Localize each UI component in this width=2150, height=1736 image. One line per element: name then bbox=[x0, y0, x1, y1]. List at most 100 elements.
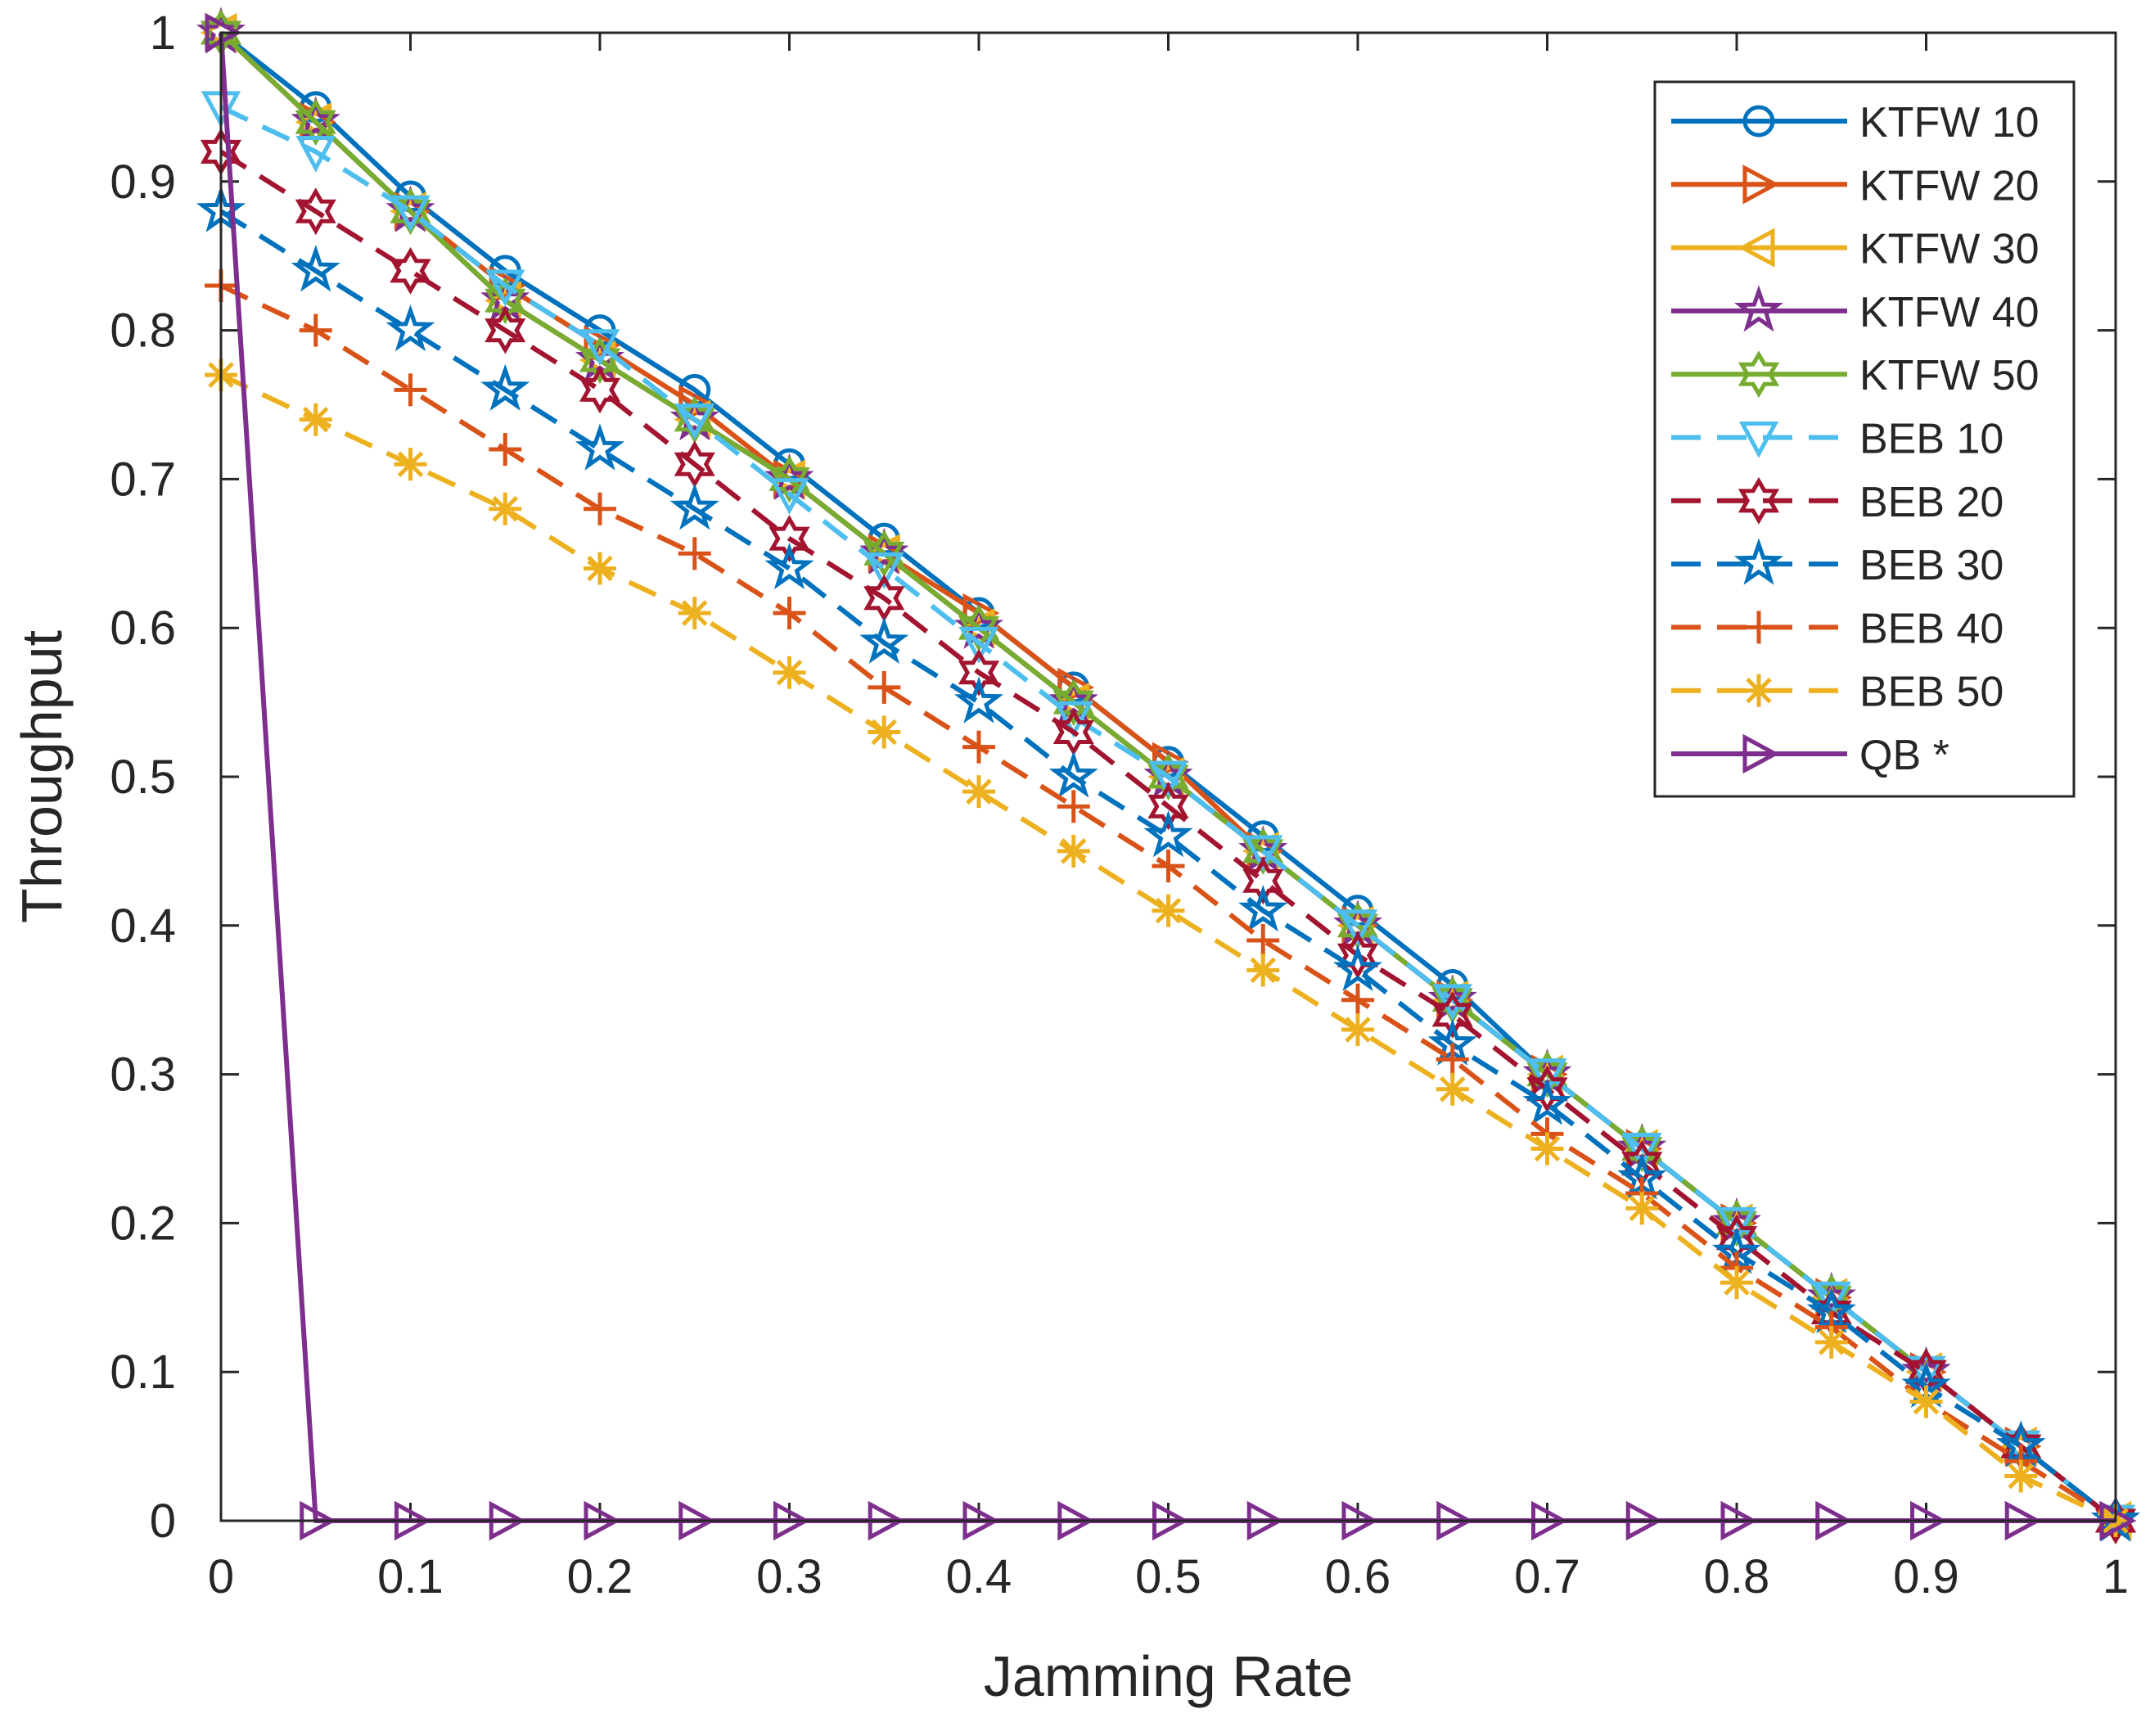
data-point-marker bbox=[1733, 285, 1784, 332]
data-point-marker bbox=[1522, 1078, 1572, 1125]
ticks-layer: 0 0.1 0.2 0.3 0.4 0.5 0.6 0.7 0.8 0.9 1 0 0.1 0.2 0.3 0… bbox=[110, 7, 2129, 1603]
data-point-marker bbox=[295, 135, 336, 173]
data-point-marker bbox=[1152, 850, 1185, 883]
y-tick-label: 0.2 bbox=[110, 1197, 176, 1250]
data-point-marker bbox=[1431, 990, 1473, 1039]
data-point-marker bbox=[1057, 790, 1090, 823]
data-point-marker bbox=[863, 530, 905, 578]
y-tick-label: 0.6 bbox=[110, 602, 176, 655]
data-point-marker bbox=[958, 648, 1000, 697]
data-point-marker bbox=[1336, 931, 1379, 980]
legend-entry: BEB 50 bbox=[1671, 669, 2004, 716]
data-point-marker bbox=[291, 245, 340, 292]
data-point-marker bbox=[1242, 857, 1284, 905]
data-point-marker bbox=[489, 433, 522, 467]
data-point-marker bbox=[1906, 1355, 1946, 1393]
data-point-marker bbox=[674, 404, 714, 440]
data-point-marker bbox=[1147, 782, 1189, 831]
data-point-marker bbox=[579, 336, 621, 384]
data-point-marker bbox=[1742, 674, 1775, 707]
data-point-marker bbox=[678, 597, 711, 630]
data-point-marker bbox=[295, 187, 336, 236]
data-point-marker bbox=[1738, 350, 1780, 399]
data-point-marker bbox=[769, 515, 810, 563]
x-axis-label: Jamming Rate bbox=[984, 1644, 1353, 1708]
data-point-marker bbox=[1332, 944, 1383, 992]
legend-entry: KTFW 20 bbox=[1671, 162, 2040, 210]
y-tick-label: 0.3 bbox=[110, 1048, 176, 1102]
data-point-marker bbox=[1341, 983, 1374, 1017]
legend-entry: KTFW 10 bbox=[1671, 99, 2040, 147]
x-tick-label: 0.2 bbox=[567, 1550, 633, 1603]
data-point-marker bbox=[1246, 923, 1280, 957]
data-point-marker bbox=[1742, 733, 1780, 774]
series-line bbox=[219, 372, 2117, 1523]
data-point-marker bbox=[1053, 701, 1093, 738]
data-point-marker bbox=[1143, 810, 1193, 858]
data-point-marker bbox=[962, 730, 995, 764]
legend: KTFW 10 KTFW 20 KTFW 30 KTFW 40 KTFW 50 BEB 1… bbox=[1653, 80, 2076, 798]
data-point-marker bbox=[489, 492, 522, 525]
legend-label: BEB 10 bbox=[1859, 416, 2004, 463]
legend-label: QB * bbox=[1859, 732, 1949, 779]
data-point-marker bbox=[385, 304, 435, 352]
data-point-marker bbox=[299, 313, 332, 347]
data-point-marker bbox=[1716, 1206, 1757, 1244]
data-point-marker bbox=[1057, 834, 1090, 868]
data-point-marker bbox=[299, 403, 332, 436]
data-point-marker bbox=[1909, 1385, 1943, 1418]
data-point-marker bbox=[1625, 1192, 1659, 1225]
legend-entry: KTFW 40 bbox=[1671, 285, 2040, 336]
data-point-marker bbox=[962, 775, 995, 809]
legend-entry: KTFW 30 bbox=[1671, 226, 2040, 273]
x-tick-label: 0 bbox=[208, 1550, 234, 1603]
legend-entry: QB * bbox=[1671, 732, 1949, 779]
data-point-marker bbox=[958, 626, 999, 664]
data-point-marker bbox=[868, 670, 901, 704]
data-point-marker bbox=[1527, 1058, 1567, 1095]
y-tick-label: 0.1 bbox=[110, 1346, 176, 1399]
data-point-marker bbox=[1742, 611, 1775, 644]
data-point-marker bbox=[1738, 422, 1779, 458]
data-point-marker bbox=[953, 676, 1004, 724]
legend-label: KTFW 20 bbox=[1859, 162, 2040, 210]
data-point-marker bbox=[1436, 1072, 1469, 1106]
data-point-marker bbox=[1530, 1132, 1564, 1166]
data-point-marker bbox=[579, 366, 621, 414]
plot-frame bbox=[219, 31, 2117, 1522]
data-point-marker bbox=[864, 552, 904, 589]
data-point-marker bbox=[678, 537, 711, 570]
legend-label: KTFW 30 bbox=[1859, 226, 2040, 273]
data-point-marker bbox=[1742, 165, 1780, 205]
x-tick-label: 0.9 bbox=[1893, 1550, 1959, 1603]
data-point-marker bbox=[394, 373, 427, 407]
legend-entry: KTFW 50 bbox=[1671, 350, 2040, 399]
data-point-marker bbox=[958, 604, 1000, 652]
legend-label: BEB 40 bbox=[1859, 605, 2004, 652]
x-tick-label: 0.7 bbox=[1514, 1550, 1580, 1603]
data-point-marker bbox=[773, 597, 806, 630]
data-point-marker bbox=[859, 616, 909, 664]
data-point-marker bbox=[394, 448, 427, 481]
series-line bbox=[219, 105, 2117, 1523]
x-tick-label: 0.3 bbox=[756, 1550, 823, 1603]
data-point-marker bbox=[485, 306, 526, 354]
x-tick-label: 1 bbox=[2103, 1550, 2129, 1603]
y-tick-label: 0.5 bbox=[110, 751, 176, 804]
x-tick-label: 0.8 bbox=[1704, 1550, 1770, 1603]
data-point-marker bbox=[2004, 1459, 2038, 1493]
data-point-marker bbox=[1811, 1281, 1851, 1319]
data-point-marker bbox=[1337, 909, 1378, 947]
data-point-marker bbox=[764, 542, 814, 590]
data-point-marker bbox=[1148, 760, 1188, 798]
data-point-marker bbox=[584, 552, 616, 585]
data-point-marker bbox=[584, 492, 616, 525]
data-point-marker bbox=[480, 363, 530, 411]
data-point-marker bbox=[669, 483, 719, 530]
legend-label: KTFW 10 bbox=[1859, 99, 2040, 147]
data-point-marker bbox=[1720, 1266, 1753, 1300]
legend-label: KTFW 40 bbox=[1859, 289, 2040, 336]
data-point-marker bbox=[1341, 1013, 1374, 1047]
y-tick-label: 0 bbox=[150, 1495, 176, 1548]
legend-entry: BEB 30 bbox=[1671, 538, 2004, 589]
